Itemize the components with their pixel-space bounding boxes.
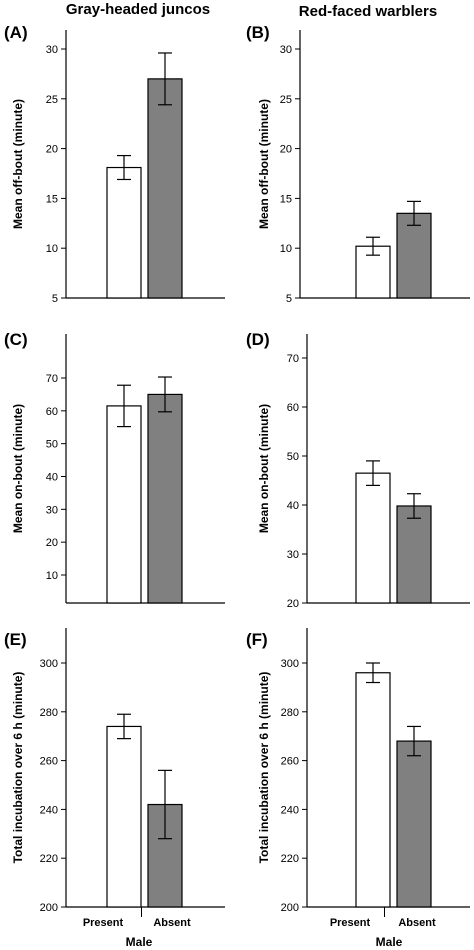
panel-label-d: (D): [246, 330, 270, 349]
x-category-label-f: Present: [330, 917, 371, 929]
y-tick-label-f: 220: [281, 853, 299, 865]
y-axis-label-d: Mean on-bout (minute): [257, 404, 271, 533]
bar-b-absent: [396, 212, 432, 299]
x-category-label-e: Present: [83, 917, 124, 929]
y-axis-label-c: Mean on-bout (minute): [11, 404, 25, 533]
y-tick-label-d: 50: [287, 451, 299, 463]
y-tick-label-c: 10: [46, 570, 58, 582]
column-title-right: Red-faced warblers: [299, 3, 437, 20]
y-tick-label-b: 15: [280, 193, 292, 205]
y-tick-label-b: 5: [286, 293, 292, 305]
y-tick-label-e: 300: [40, 658, 58, 670]
y-tick-label-c: 40: [46, 472, 58, 484]
x-category-label-f: Absent: [398, 917, 436, 929]
y-tick-label-e: 280: [40, 707, 58, 719]
x-axis-label-f: Male: [376, 935, 403, 949]
y-tick-label-b: 10: [280, 243, 292, 255]
y-tick-label-f: 300: [281, 658, 299, 670]
bar-c-present: [106, 405, 142, 604]
y-tick-label-c: 30: [46, 504, 58, 516]
y-tick-label-a: 5: [52, 293, 58, 305]
y-tick-label-f: 240: [281, 804, 299, 816]
y-tick-label-a: 25: [46, 94, 58, 106]
bar-d-present: [355, 472, 391, 604]
y-tick-label-a: 30: [46, 44, 58, 56]
y-tick-label-c: 50: [46, 439, 58, 451]
y-tick-label-d: 60: [287, 402, 299, 414]
y-tick-label-a: 20: [46, 144, 58, 156]
y-tick-label-f: 260: [281, 756, 299, 768]
panel-label-a: (A): [4, 23, 28, 42]
column-title-left: Gray-headed juncos: [66, 1, 210, 18]
panel-label-f: (F): [246, 630, 268, 649]
panel-label-c: (C): [4, 330, 28, 349]
y-tick-label-f: 200: [281, 902, 299, 914]
x-category-label-e: Absent: [153, 917, 191, 929]
y-tick-label-c: 70: [46, 373, 58, 385]
panel-label-b: (B): [246, 23, 270, 42]
y-axis-label-e: Total incubation over 6 h (minute): [11, 672, 25, 864]
y-tick-label-e: 260: [40, 756, 58, 768]
bar-c-absent: [147, 393, 183, 604]
y-tick-label-c: 60: [46, 406, 58, 418]
y-tick-label-d: 30: [287, 549, 299, 561]
bar-a-present: [106, 166, 142, 299]
y-tick-label-b: 30: [280, 44, 292, 56]
y-tick-label-d: 20: [287, 598, 299, 610]
bar-a-absent: [147, 78, 183, 299]
bar-d-absent: [396, 505, 432, 604]
y-tick-label-e: 220: [40, 853, 58, 865]
y-tick-label-d: 70: [287, 353, 299, 365]
y-axis-label-a: Mean off-bout (minute): [11, 99, 25, 229]
y-axis-label-f: Total incubation over 6 h (minute): [257, 672, 271, 864]
y-tick-label-b: 20: [280, 144, 292, 156]
bar-f-absent: [396, 740, 432, 908]
y-axis-label-b: Mean off-bout (minute): [257, 99, 271, 229]
y-tick-label-b: 25: [280, 94, 292, 106]
y-tick-label-a: 10: [46, 243, 58, 255]
x-axis-label-e: Male: [126, 935, 153, 949]
bar-e-present: [106, 725, 142, 908]
y-tick-label-e: 200: [40, 902, 58, 914]
y-tick-label-d: 40: [287, 500, 299, 512]
panel-label-e: (E): [4, 630, 27, 649]
y-tick-label-c: 20: [46, 537, 58, 549]
y-tick-label-a: 15: [46, 193, 58, 205]
y-tick-label-e: 240: [40, 804, 58, 816]
bar-f-present: [355, 672, 391, 908]
y-tick-label-f: 280: [281, 707, 299, 719]
